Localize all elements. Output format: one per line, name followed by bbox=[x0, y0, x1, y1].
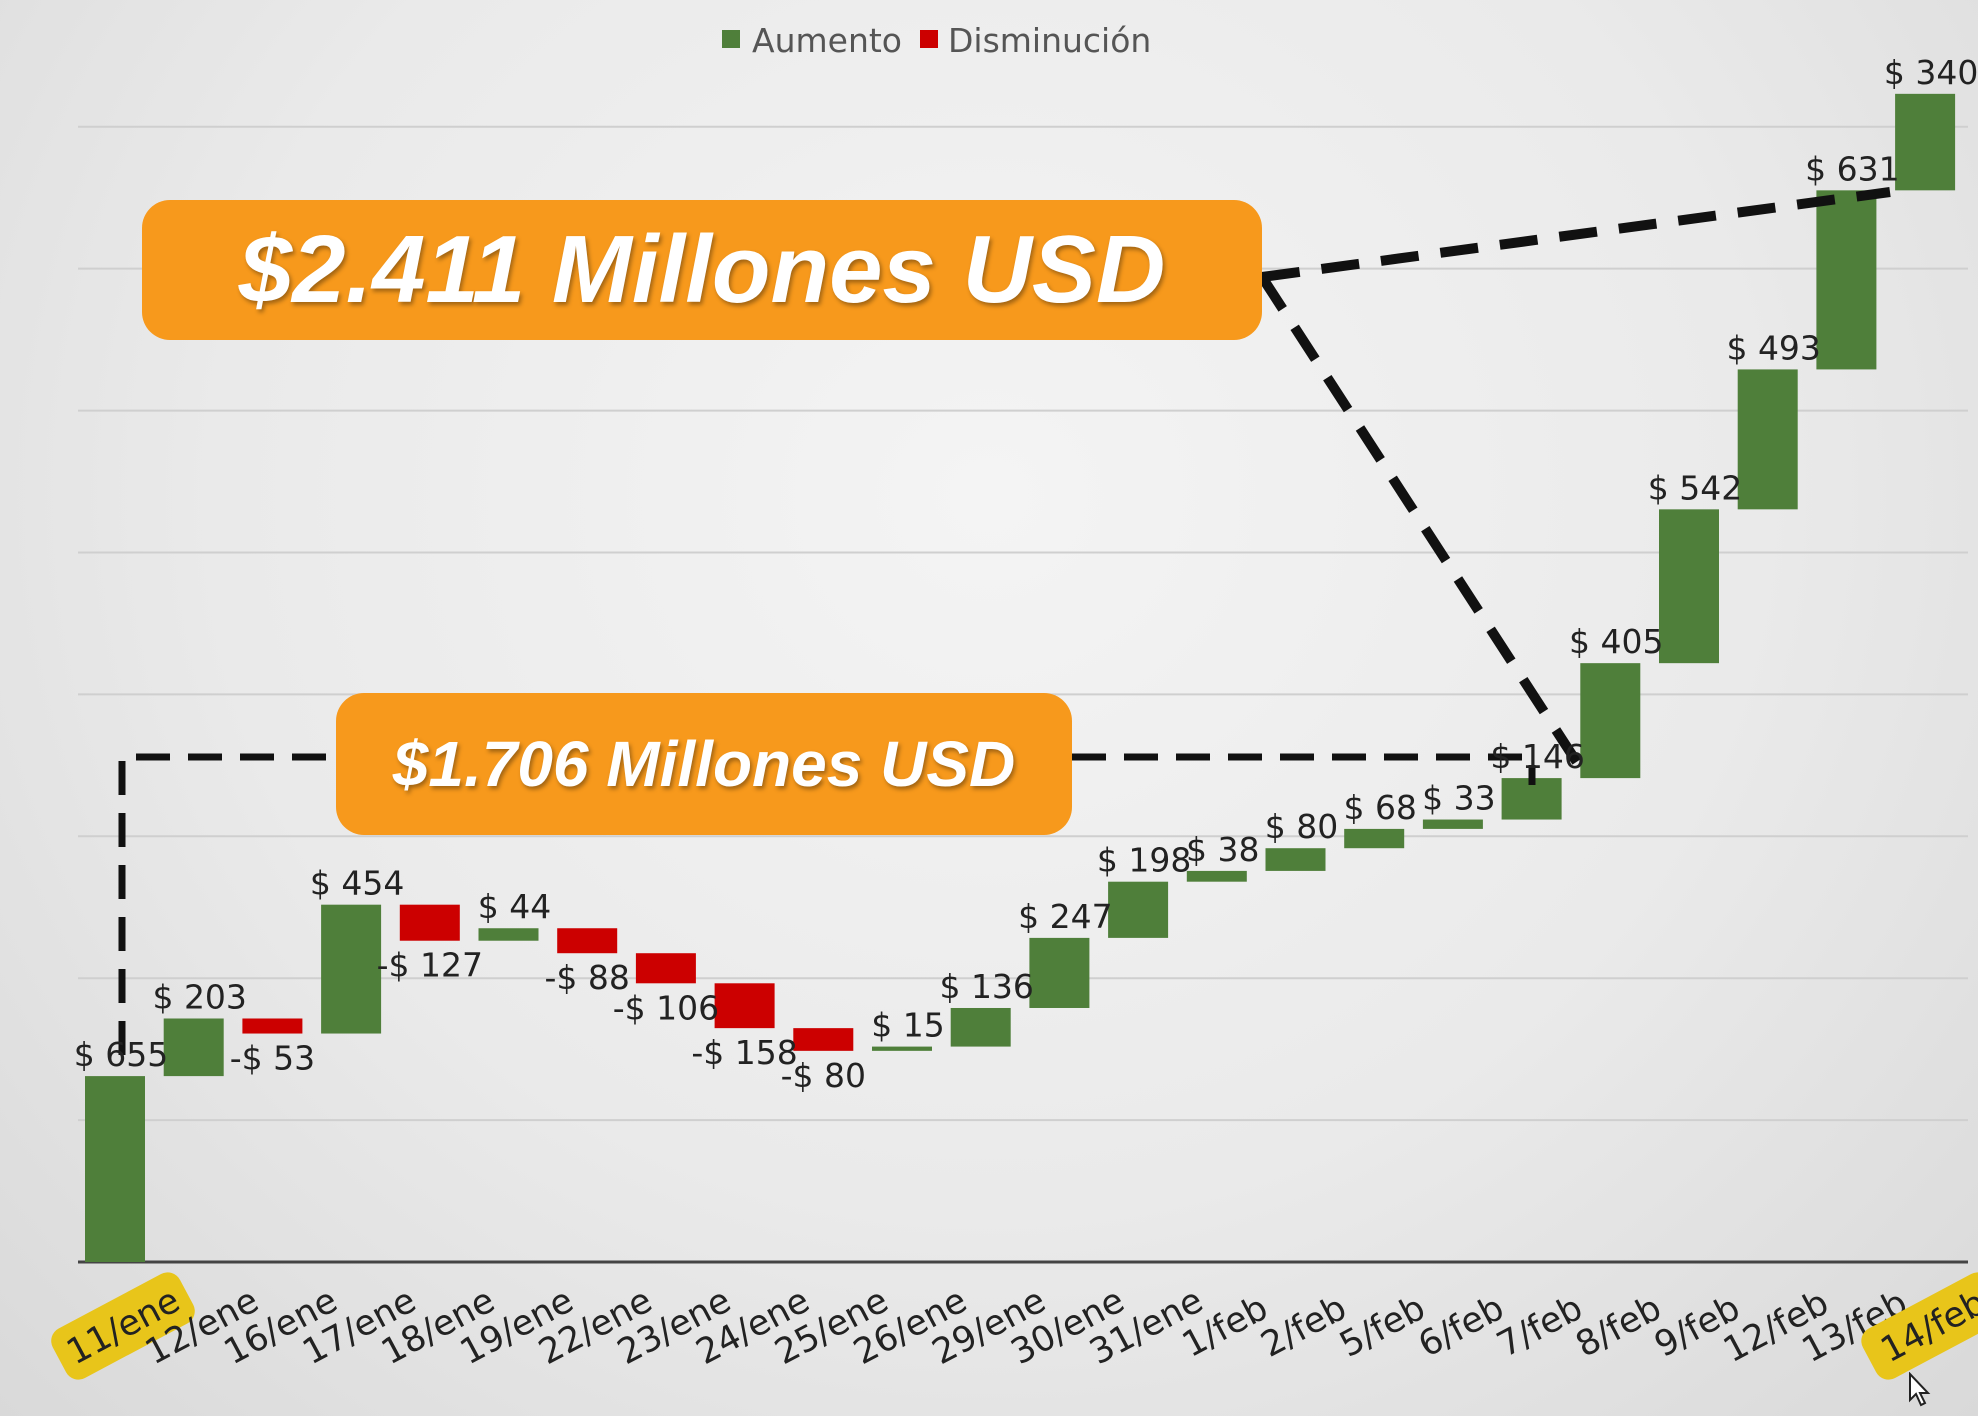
bar-13/feb bbox=[1816, 190, 1877, 370]
bar-16/ene bbox=[242, 1018, 303, 1034]
value-labels: $ 655 $ 203 -$ 53 $ 454 -$ 127 $ 44 -$ 88-$ 10… bbox=[74, 53, 1978, 1095]
bars bbox=[85, 93, 1956, 1262]
legend-increase-label: Aumento bbox=[752, 21, 902, 60]
bar-18/ene bbox=[399, 904, 460, 941]
legend: Aumento Disminución bbox=[722, 21, 1151, 60]
value-label-9/feb: $ 542 bbox=[1648, 468, 1742, 507]
bar-25/ene bbox=[793, 1028, 854, 1051]
bar-11/ene bbox=[85, 1076, 145, 1262]
value-label-8/feb: $ 405 bbox=[1569, 622, 1663, 661]
value-label-6/feb: $ 33 bbox=[1422, 779, 1495, 818]
bar-1/feb bbox=[1186, 870, 1247, 882]
value-label-1/feb: $ 38 bbox=[1186, 830, 1259, 869]
value-label-7/feb: $ 146 bbox=[1490, 737, 1584, 776]
legend-increase-swatch bbox=[722, 30, 740, 48]
value-label-2/feb: $ 80 bbox=[1265, 807, 1338, 846]
bar-24/ene bbox=[714, 983, 775, 1029]
total-callout: $2.411 Millones USD bbox=[142, 200, 1262, 340]
mouse-pointer-icon bbox=[1909, 1372, 1931, 1407]
value-label-23/ene: -$ 106 bbox=[613, 988, 719, 1027]
x-tick-labels: 11/ene12/ene16/ene17/ene18/ene19/ene22/e… bbox=[51, 1272, 1978, 1380]
bar-12/feb bbox=[1737, 369, 1798, 510]
bar-30/ene bbox=[1029, 937, 1090, 1008]
value-label-22/ene: -$ 88 bbox=[545, 958, 630, 997]
value-label-5/feb: $ 68 bbox=[1343, 788, 1416, 827]
value-label-13/feb: $ 631 bbox=[1805, 149, 1899, 188]
bar-12/ene bbox=[163, 1018, 224, 1077]
bar-22/ene bbox=[557, 928, 618, 954]
bar-5/feb bbox=[1344, 828, 1405, 849]
value-label-30/ene: $ 247 bbox=[1018, 897, 1112, 936]
bar-19/ene bbox=[478, 928, 539, 941]
tick-highlight-11/ene bbox=[51, 1272, 195, 1380]
value-label-14/feb: $ 340 bbox=[1884, 53, 1978, 92]
value-label-29/ene: $ 136 bbox=[939, 967, 1033, 1006]
bar-14/feb bbox=[1895, 93, 1956, 191]
mid-callout: $1.706 Millones USD bbox=[336, 693, 1072, 835]
bar-7/feb bbox=[1501, 778, 1562, 820]
value-label-12/ene: $ 203 bbox=[152, 977, 246, 1016]
bar-23/ene bbox=[635, 953, 696, 984]
total-connector-down bbox=[1257, 274, 1583, 767]
bar-2/feb bbox=[1265, 848, 1326, 871]
bar-8/feb bbox=[1580, 663, 1641, 779]
value-label-25/ene: -$ 80 bbox=[781, 1056, 866, 1095]
bar-9/feb bbox=[1659, 509, 1719, 664]
bar-26/ene bbox=[872, 1046, 932, 1051]
value-label-11/ene: $ 655 bbox=[74, 1035, 168, 1074]
value-label-31/ene: $ 198 bbox=[1097, 841, 1191, 880]
legend-decrease-swatch bbox=[920, 30, 938, 48]
bar-6/feb bbox=[1422, 819, 1483, 829]
total-connector-right bbox=[1261, 187, 1891, 282]
value-label-19/ene: $ 44 bbox=[478, 887, 551, 926]
bar-31/ene bbox=[1108, 881, 1169, 938]
value-label-12/feb: $ 493 bbox=[1726, 328, 1820, 367]
value-label-18/ene: -$ 127 bbox=[377, 946, 483, 985]
value-label-17/ene: $ 454 bbox=[310, 864, 404, 903]
value-label-16/ene: -$ 53 bbox=[230, 1039, 315, 1078]
value-label-26/ene: $ 15 bbox=[871, 1006, 944, 1045]
tick-highlight-14/feb bbox=[1861, 1272, 1978, 1380]
bar-29/ene bbox=[950, 1007, 1011, 1047]
legend-decrease-label: Disminución bbox=[948, 21, 1151, 60]
value-label-24/ene: -$ 158 bbox=[691, 1033, 797, 1072]
bar-17/ene bbox=[321, 904, 382, 1034]
